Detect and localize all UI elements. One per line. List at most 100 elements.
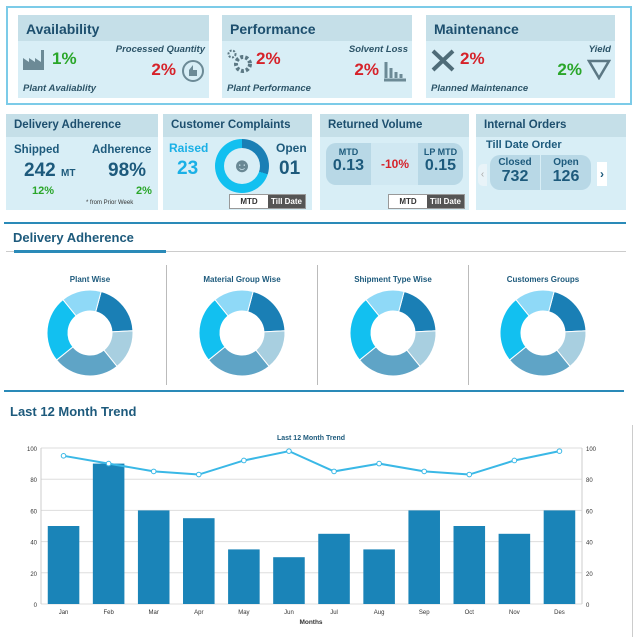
lp-mtd-value: 0.15 [424,157,457,174]
raised-label: Raised [169,141,209,155]
x-tick-label: Apr [194,610,203,616]
bar [318,533,350,604]
bar-chart-down-icon [382,58,408,87]
x-axis-label: Months [299,619,322,626]
donut-title: Shipment Type Wise [354,275,432,284]
card-title: Internal Orders [476,114,626,137]
prev-arrow-icon[interactable]: ‹ [478,164,487,186]
x-tick-label: Feb [103,610,114,616]
closed-value: 732 [501,168,529,185]
shipped-unit: MT [60,168,76,179]
y-tick-label: 0 [34,603,38,609]
donut-title: Customers Groups [506,275,580,284]
line-point [556,448,563,454]
card-title: Delivery Adherence [6,114,158,137]
open-label: Open [553,157,579,168]
chart-title: Last 12 Month Trend [277,435,345,442]
line-point [376,460,382,467]
left-value: 1% [52,49,77,68]
bar [137,510,170,604]
line-point [105,460,112,467]
donut-title: Material Group Wise [203,275,281,284]
adherence-change: 2% [136,185,152,197]
donut-slice [548,290,587,333]
x-tick-label: Oct [465,610,475,616]
lp-mtd-label: LP MTD [423,147,458,157]
open-label: Open [276,141,307,155]
mtd-value: 0.13 [332,157,365,174]
orders-subtitle: Till Date Order [486,139,562,151]
next-arrow-icon[interactable]: › [597,162,607,186]
kpi-card-maintenance: Maintenance 2% Planned Maintenance Yield… [426,15,615,98]
bar [363,549,395,604]
bar [543,510,576,604]
scroll-edge [632,425,633,637]
right-label: Processed Quantity [115,44,205,55]
donut-slice [247,290,286,333]
section-divider [4,222,626,224]
donut-slice [365,289,405,317]
x-tick-label: Jan [59,610,69,616]
y2-tick-label: 100 [586,447,597,453]
bar [92,463,125,604]
toggle-mtd[interactable]: MTD [230,195,268,208]
period-toggle[interactable]: MTD Till Date [388,194,465,209]
kpi-card-performance: Performance 2% Plant Performance Solvent… [222,15,412,98]
mtd-label: MTD [338,147,359,157]
section-underline [6,251,626,252]
x-tick-label: Sep [419,610,430,616]
adherence-value: 98% [108,160,147,181]
card-title: Customer Complaints [163,114,312,137]
donut-title: Plant Wise [69,275,111,284]
trend-line [63,450,560,476]
toggle-mtd[interactable]: MTD [389,195,427,208]
adherence-label: Adherence [92,144,152,156]
line-point [241,457,247,464]
line-point [331,468,337,475]
x-tick-label: Mar [149,610,159,616]
y-tick-label: 100 [27,447,38,453]
raised-value: 23 [177,158,199,179]
line-point [60,453,67,459]
section-title: Delivery Adherence [13,230,134,245]
line-point [150,468,157,475]
y2-tick-label: 80 [586,478,593,484]
tools-icon [430,48,456,77]
donut-slice [214,289,254,317]
line-point [466,471,473,478]
y-tick-label: 40 [30,541,37,547]
change-value: -10% [380,157,409,171]
triangle-down-icon [586,58,612,85]
toggle-till-date[interactable]: Till Date [427,195,464,208]
bar [498,533,531,604]
right-value: 2% [151,60,176,79]
period-toggle[interactable]: MTD Till Date [229,194,306,209]
card-title: Availability [18,15,209,41]
donut-chart [349,289,437,377]
shipped-label: Shipped [14,144,60,156]
divider [166,265,167,385]
gears-icon [226,48,254,79]
open-value: 01 [279,158,301,179]
delivery-adherence-card: Delivery Adherence Shipped Adherence 242… [6,114,158,210]
customer-complaints-card: Customer Complaints Raised 23 ☻ Open 01 … [163,114,312,210]
section-divider [4,390,624,392]
right-label: Yield [588,44,611,55]
line-point [421,468,428,475]
x-tick-label: Aug [374,610,385,616]
thumbs-up-icon [181,58,205,89]
y-tick-label: 80 [30,478,37,484]
line-point [195,471,202,478]
section-title: Last 12 Month Trend [10,404,137,419]
right-value: 2% [557,60,582,79]
shipped-value: 242 [24,160,56,181]
x-tick-label: Nov [509,610,520,616]
support-agent-icon: ☻ [224,148,260,184]
trend-chart: Last 12 Month Trend 0 0 20 20 40 40 60 60 80 80 100… [27,435,597,626]
complaints-ring: ☻ [215,139,269,193]
left-value: 2% [460,49,485,68]
active-tab-indicator [14,250,166,253]
left-label: Plant Performance [227,83,311,94]
y-tick-label: 60 [30,509,37,515]
toggle-till-date[interactable]: Till Date [268,195,305,208]
